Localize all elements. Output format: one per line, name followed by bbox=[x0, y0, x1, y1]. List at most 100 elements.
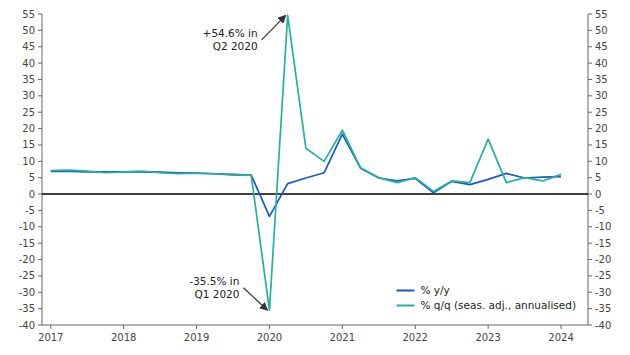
y2-tick bbox=[588, 46, 592, 47]
y-tick-label: 35 bbox=[22, 74, 35, 85]
y-tick-label: -5 bbox=[25, 205, 35, 216]
legend-label: % q/q (seas. adj., annualised) bbox=[420, 299, 576, 311]
annotation-line: Q1 2020 bbox=[194, 288, 239, 300]
y-tick bbox=[38, 308, 42, 309]
annotation-line: +54.6% in bbox=[203, 27, 258, 39]
y2-tick bbox=[588, 30, 592, 31]
y-tick-label: -10 bbox=[19, 221, 35, 232]
x-tick-label: 2022 bbox=[403, 332, 428, 343]
y2-tick-label: 20 bbox=[595, 123, 608, 134]
y-tick bbox=[38, 128, 42, 129]
y2-tick bbox=[588, 79, 592, 80]
y2-tick bbox=[588, 194, 592, 195]
y2-tick-label: -25 bbox=[595, 270, 611, 281]
y-tick-label: -15 bbox=[19, 238, 35, 249]
y2-tick bbox=[588, 63, 592, 64]
y2-tick bbox=[588, 95, 592, 96]
y-axis-line bbox=[42, 14, 43, 325]
annotation-arrow bbox=[243, 288, 267, 311]
annotation-text: -35.5% inQ1 2020 bbox=[189, 275, 239, 300]
annotation-arrow bbox=[262, 15, 286, 40]
y2-tick-label: 10 bbox=[595, 156, 608, 167]
y-tick-label: 50 bbox=[22, 25, 35, 36]
y2-tick bbox=[588, 292, 592, 293]
y-tick bbox=[38, 30, 42, 31]
y2-tick bbox=[588, 226, 592, 227]
y-tick bbox=[38, 144, 42, 145]
y2-tick-label: -20 bbox=[595, 254, 611, 265]
annotation-text: +54.6% inQ2 2020 bbox=[203, 27, 258, 52]
x-tick-label: 2017 bbox=[38, 332, 63, 343]
y2-tick-label: 5 bbox=[595, 172, 601, 183]
x-tick-label: 2018 bbox=[111, 332, 136, 343]
y2-axis-line bbox=[588, 14, 589, 325]
y-tick bbox=[38, 79, 42, 80]
x-tick bbox=[123, 325, 124, 329]
legend-swatch bbox=[396, 305, 414, 307]
x-tick bbox=[342, 325, 343, 329]
annotations: +54.6% inQ2 2020 -35.5% inQ1 2020 bbox=[189, 15, 285, 310]
x-tick bbox=[269, 325, 270, 329]
x-tick-label: 2023 bbox=[475, 332, 500, 343]
y-tick-label: 40 bbox=[22, 58, 35, 69]
y-tick-label: 20 bbox=[22, 123, 35, 134]
y2-tick bbox=[588, 308, 592, 309]
x-tick-label: 2021 bbox=[330, 332, 355, 343]
y2-tick bbox=[588, 210, 592, 211]
x-tick bbox=[415, 325, 416, 329]
annotation-line: Q2 2020 bbox=[213, 40, 258, 52]
y2-tick bbox=[588, 14, 592, 15]
y2-tick-label: -5 bbox=[595, 205, 605, 216]
y-tick bbox=[38, 14, 42, 15]
y-tick-label: -25 bbox=[19, 270, 35, 281]
y2-tick-label: 25 bbox=[595, 107, 608, 118]
y2-tick-label: 30 bbox=[595, 90, 608, 101]
legend: % y/y % q/q (seas. adj., annualised) bbox=[396, 284, 576, 311]
y2-tick bbox=[588, 161, 592, 162]
y2-tick-label: -40 bbox=[595, 320, 611, 331]
y2-tick-label: 35 bbox=[595, 74, 608, 85]
y-tick-label: 25 bbox=[22, 107, 35, 118]
y-tick-label: -20 bbox=[19, 254, 35, 265]
x-tick-label: 2020 bbox=[257, 332, 282, 343]
y2-tick-label: -15 bbox=[595, 238, 611, 249]
x-tick-label: 2024 bbox=[548, 332, 573, 343]
y-tick bbox=[38, 259, 42, 260]
y2-tick bbox=[588, 325, 592, 326]
y-tick-label: -35 bbox=[19, 303, 35, 314]
y-tick bbox=[38, 275, 42, 276]
legend-label: % y/y bbox=[420, 284, 449, 296]
y-tick-label: 15 bbox=[22, 139, 35, 150]
y2-tick bbox=[588, 177, 592, 178]
y2-tick bbox=[588, 128, 592, 129]
y-tick-label: 0 bbox=[29, 189, 35, 200]
y-tick bbox=[38, 112, 42, 113]
x-tick-label: 2019 bbox=[184, 332, 209, 343]
y-tick bbox=[38, 210, 42, 211]
x-tick bbox=[561, 325, 562, 329]
y2-tick-label: 40 bbox=[595, 58, 608, 69]
y2-tick-label: 15 bbox=[595, 139, 608, 150]
y-tick-label: 10 bbox=[22, 156, 35, 167]
annotation-line: -35.5% in bbox=[189, 275, 239, 287]
y2-tick-label: 50 bbox=[595, 25, 608, 36]
y2-tick bbox=[588, 112, 592, 113]
chart: -40 -35 -30 -25 -20 -15 -10 -5 0 5 10 15 20 25 30 35 40 4… bbox=[0, 0, 630, 355]
y-tick-label: -40 bbox=[19, 320, 35, 331]
y2-tick-label: -30 bbox=[595, 287, 611, 298]
y2-tick bbox=[588, 243, 592, 244]
axes: -40 -35 -30 -25 -20 -15 -10 -5 0 5 10 15 20 25 30 35 40 4… bbox=[19, 9, 612, 344]
y2-tick bbox=[588, 275, 592, 276]
y2-tick bbox=[588, 259, 592, 260]
series-group bbox=[51, 15, 561, 310]
zero-line bbox=[42, 193, 588, 195]
series-line bbox=[51, 15, 561, 310]
y-tick-label: 5 bbox=[29, 172, 35, 183]
y-tick bbox=[38, 161, 42, 162]
y-tick bbox=[38, 177, 42, 178]
y-tick bbox=[38, 226, 42, 227]
y-tick bbox=[38, 95, 42, 96]
y2-tick-label: 45 bbox=[595, 41, 608, 52]
y-tick bbox=[38, 325, 42, 326]
y-tick-label: 55 bbox=[22, 9, 35, 20]
